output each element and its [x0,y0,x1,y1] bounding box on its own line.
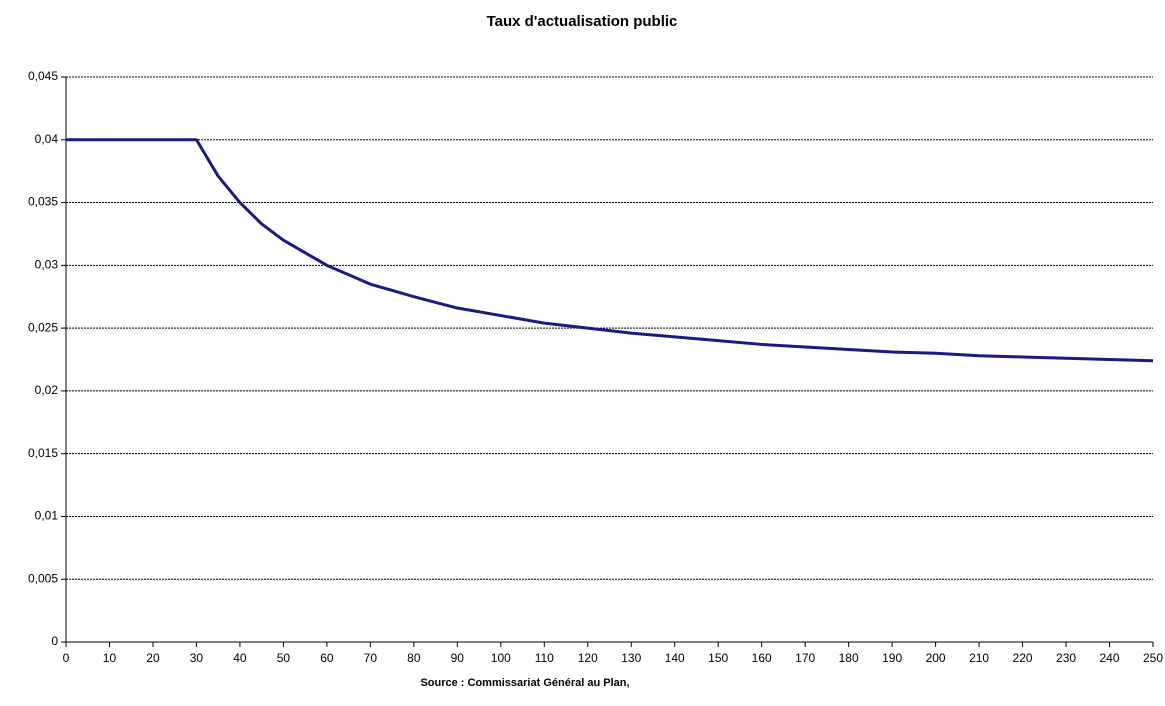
x-tick-label: 100 [491,651,511,665]
data-line [66,138,1154,363]
chart-title: Taux d'actualisation public [487,13,678,30]
x-tick-label: 180 [839,651,859,665]
x-tick-label: 50 [277,651,291,665]
y-tick-label: 0,04 [35,132,59,146]
x-tick-label: 240 [1100,651,1120,665]
y-tick-label: 0,025 [28,320,58,334]
x-tick-label: 220 [1013,651,1033,665]
x-tick-label: 60 [320,651,334,665]
y-tick-label: 0,01 [35,509,59,523]
x-tick-label: 90 [451,651,465,665]
x-tick-label: 80 [407,651,421,665]
x-tick-label: 0 [63,651,70,665]
x-tick-label: 230 [1056,651,1076,665]
x-tick-label: 130 [621,651,641,665]
x-tick-label: 210 [969,651,989,665]
x-tick-label: 150 [708,651,728,665]
x-tick-label: 140 [665,651,685,665]
x-tick-label: 10 [103,651,117,665]
x-tick-label: 190 [882,651,902,665]
x-tick-label: 120 [578,651,598,665]
x-tick-label: 30 [190,651,204,665]
y-tick-label: 0,035 [28,195,58,209]
x-tick-label: 110 [535,651,554,665]
x-tick-label: 200 [926,651,946,665]
x-tick-label: 20 [146,651,160,665]
y-tick-label: 0 [51,634,58,648]
x-tick-label: 160 [752,651,772,665]
y-tick-label: 0,045 [28,69,58,83]
y-tick-label: 0,005 [28,571,58,585]
y-tick-label: 0,02 [35,383,59,397]
x-tick-label: 250 [1143,651,1163,665]
y-tick-label: 0,015 [28,446,58,460]
x-tick-label: 70 [364,651,378,665]
x-tick-label: 170 [795,651,815,665]
x-tick-label: 40 [233,651,247,665]
source-note: Source : Commissariat Général au Plan, [420,677,629,689]
y-tick-label: 0,03 [35,258,59,272]
